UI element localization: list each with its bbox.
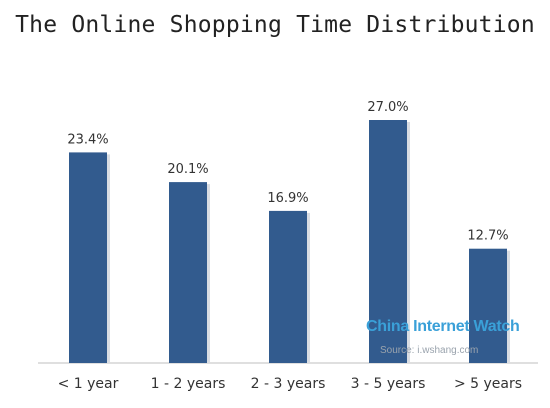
x-tick-label: 1 - 2 years bbox=[151, 376, 226, 392]
x-tick-label: < 1 year bbox=[58, 376, 119, 392]
data-label: 16.9% bbox=[267, 191, 308, 206]
bar bbox=[269, 210, 307, 363]
data-label: 23.4% bbox=[67, 132, 108, 147]
x-tick-label: 3 - 5 years bbox=[351, 376, 426, 392]
data-label: 27.0% bbox=[367, 100, 408, 115]
watermark-source: Source: i.wshang.com bbox=[380, 345, 479, 356]
bar bbox=[369, 120, 407, 363]
x-tick-label: > 5 years bbox=[454, 376, 522, 392]
bar bbox=[169, 182, 207, 363]
bar bbox=[69, 152, 107, 363]
bar bbox=[469, 248, 507, 363]
chart-title: The Online Shopping Time Distribution bbox=[15, 12, 535, 38]
x-tick-label: 2 - 3 years bbox=[251, 376, 326, 392]
watermark-brand: China Internet Watch bbox=[366, 318, 520, 335]
data-label: 12.7% bbox=[467, 229, 508, 244]
data-label: 20.1% bbox=[167, 162, 208, 177]
